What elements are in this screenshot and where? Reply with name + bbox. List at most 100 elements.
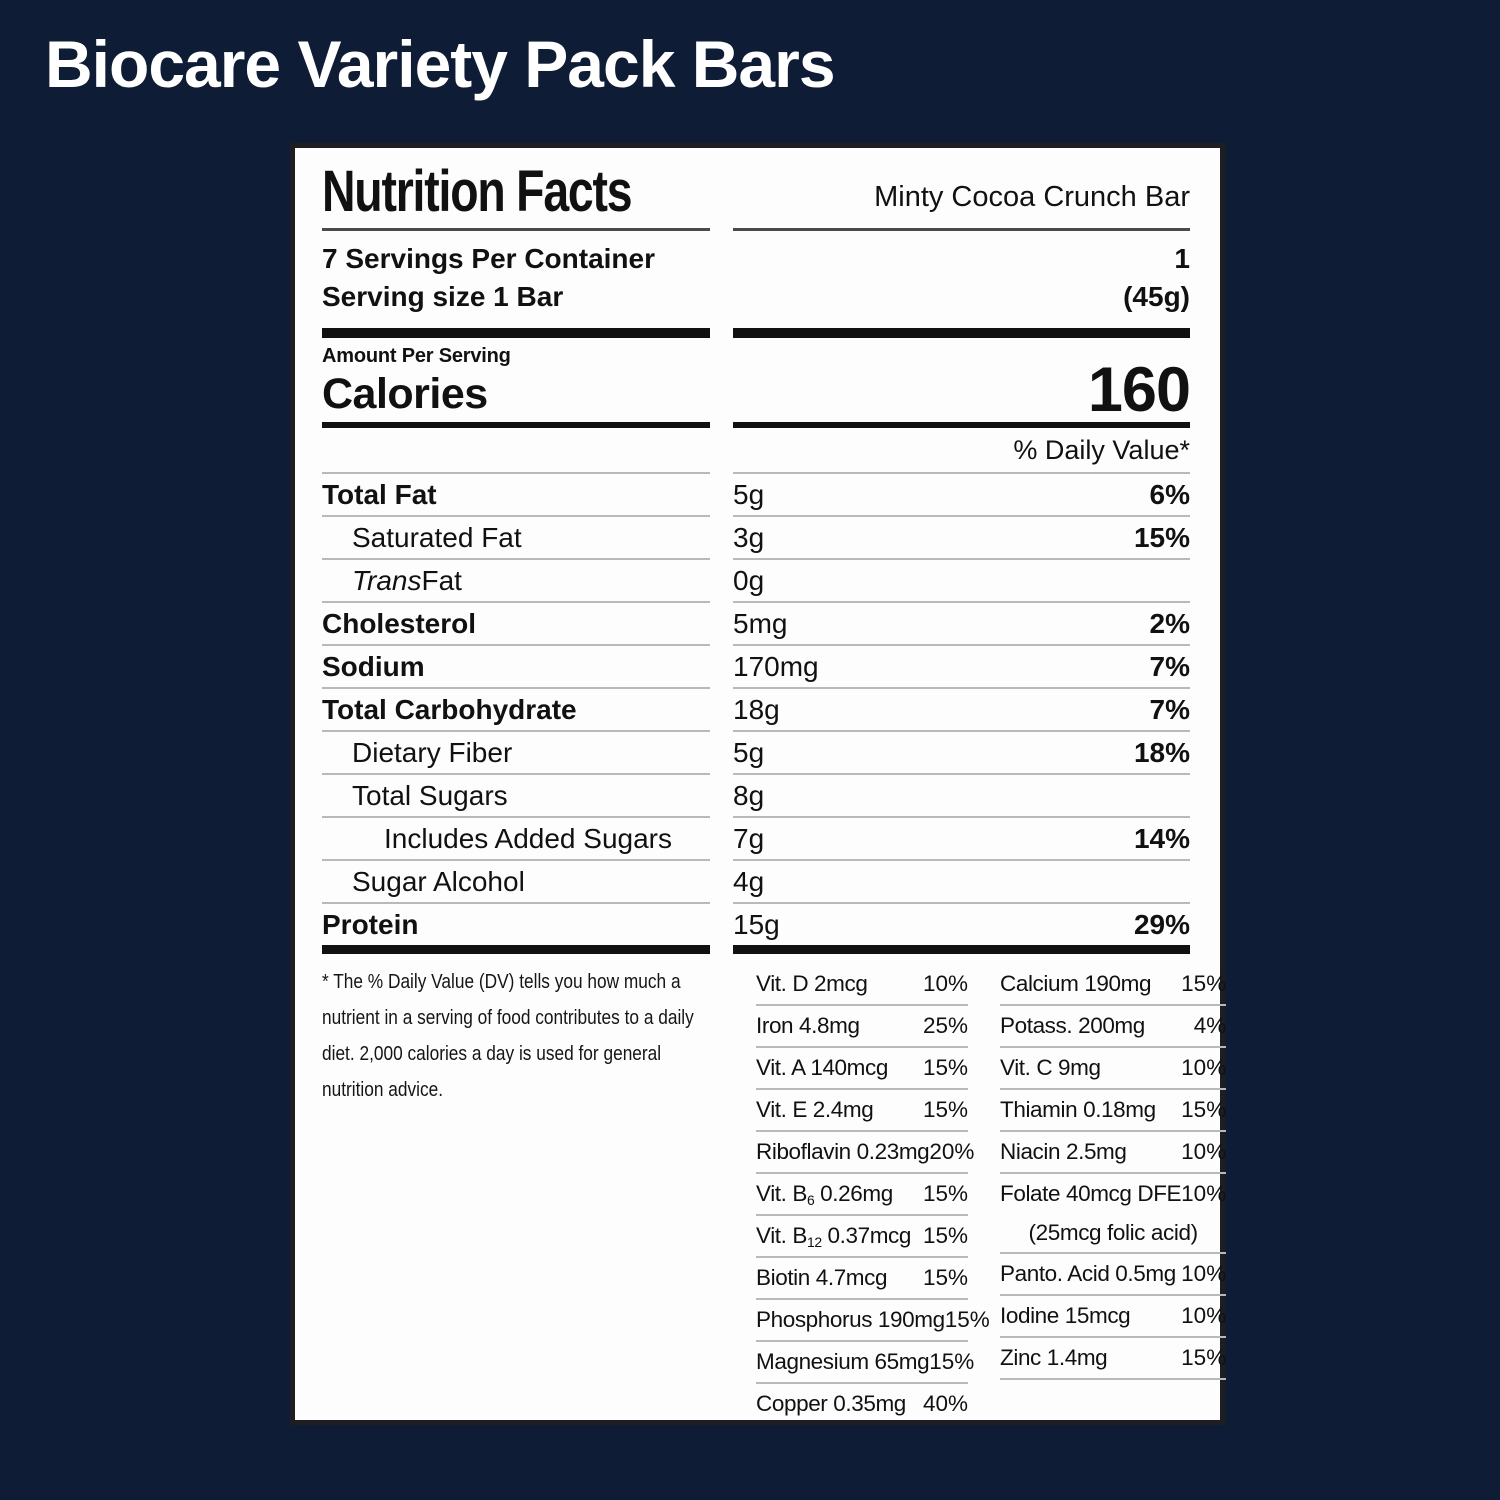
variant-name: Minty Cocoa Crunch Bar: [874, 181, 1190, 213]
micronutrient-dv: 20%: [929, 1139, 975, 1164]
micronutrient-name: Niacin 2.5mg: [1000, 1139, 1127, 1164]
micronutrient-dv: 40%: [922, 1391, 968, 1416]
daily-value-header: % Daily Value*: [1013, 434, 1190, 465]
micronutrient-row-riboflavin: Riboflavin 0.23mg 20%: [756, 1132, 974, 1174]
thick-divider: [322, 328, 1190, 338]
micronutrient-row-biotin: Biotin 4.7mcg 15%: [756, 1258, 968, 1300]
nutrient-name: Saturated Fat: [352, 521, 522, 553]
bottom-section: * The % Daily Value (DV) tells you how m…: [322, 964, 1227, 1424]
nutrient-row-total-fat: Total Fat 5g 6%: [322, 472, 1190, 515]
footnote: * The % Daily Value (DV) tells you how m…: [322, 970, 694, 1101]
nutrient-row-total-carbohydrate: Total Carbohydrate 18g 7%: [322, 687, 1190, 730]
nutrient-name: Total Carbohydrate: [322, 693, 577, 725]
header-divider: [322, 228, 1190, 231]
nutrient-amount: 5mg: [733, 607, 788, 639]
label-title: Nutrition Facts: [322, 159, 633, 224]
micronutrient-name: Iron 4.8mg: [756, 1013, 860, 1038]
nutrient-amount: 4g: [733, 865, 765, 897]
nutrient-name-italic: Trans: [352, 564, 422, 596]
micronutrient-dv: 15%: [1181, 971, 1227, 996]
micronutrient-table: Vit. D 2mcg 10% Iron 4.8mg 25% Vit. A 140m…: [756, 964, 1227, 1424]
micronutrient-dv: 10%: [1181, 1303, 1227, 1328]
micronutrient-dv: 10%: [1181, 1055, 1227, 1080]
nutrient-name: Sodium: [322, 650, 425, 682]
micronutrient-name: Copper 0.35mg: [756, 1391, 906, 1416]
micronutrient-row-vit-d: Vit. D 2mcg 10%: [756, 964, 968, 1006]
micronutrient-row-calcium: Calcium 190mg 15%: [1000, 964, 1227, 1006]
micronutrient-row-vit-b6: Vit. B6 0.26mg 15%: [756, 1174, 968, 1216]
nutrient-name: Sugar Alcohol: [352, 865, 525, 897]
nutrient-row-cholesterol: Cholesterol 5mg 2%: [322, 601, 1190, 644]
nutrient-row-added-sugars: Includes Added Sugars 7g 14%: [322, 816, 1190, 859]
micronutrient-name: Riboflavin 0.23mg: [756, 1139, 930, 1164]
nutrient-name: Includes Added Sugars: [384, 822, 672, 854]
micronutrient-dv: 15%: [1181, 1345, 1227, 1370]
nutrient-amount: 15g: [733, 908, 780, 940]
micronutrient-row-iodine: Iodine 15mcg 10%: [1000, 1296, 1227, 1338]
nutrient-row-saturated-fat: Saturated Fat 3g 15%: [322, 515, 1190, 558]
micronutrient-row-vit-e: Vit. E 2.4mg 15%: [756, 1090, 968, 1132]
nutrient-name: Total Fat: [322, 478, 437, 510]
micronutrient-row-magnesium: Magnesium 65mg 15%: [756, 1342, 974, 1384]
micronutrient-name: Thiamin 0.18mg: [1000, 1097, 1156, 1122]
micronutrient-column-right: Calcium 190mg 15% Potass. 200mg 4% Vit. C …: [1000, 964, 1227, 1424]
micronutrient-name: Iodine 15mcg: [1000, 1303, 1131, 1328]
micronutrient-dv: 4%: [1193, 1013, 1227, 1038]
protein-divider: [322, 945, 1190, 954]
micronutrient-name: Folate 40mcg DFE: [1000, 1181, 1182, 1206]
calories-value: 160: [1087, 355, 1191, 425]
nutrient-row-sodium: Sodium 170mg 7%: [322, 644, 1190, 687]
nutrient-row-sugar-alcohol: Sugar Alcohol 4g: [322, 859, 1190, 902]
nutrition-facts-label: Nutrition Facts Minty Cocoa Crunch Bar 7…: [290, 143, 1227, 1425]
nutrient-dv: 18%: [1133, 736, 1190, 768]
micronutrient-column-left: Vit. D 2mcg 10% Iron 4.8mg 25% Vit. A 140m…: [756, 964, 990, 1424]
micronutrient-dv: 10%: [922, 971, 968, 996]
nutrient-dv: 7%: [1149, 650, 1190, 682]
nutrient-amount: 170mg: [733, 650, 819, 682]
micronutrient-name: Zinc 1.4mg: [1000, 1345, 1108, 1370]
micronutrient-name: Vit. B12 0.37mcg: [756, 1222, 912, 1250]
nutrient-dv: 7%: [1149, 693, 1190, 725]
micronutrient-name: Phosphorus 190mg: [756, 1307, 945, 1332]
micronutrient-row-thiamin: Thiamin 0.18mg 15%: [1000, 1090, 1227, 1132]
micronutrient-row-vit-c: Vit. C 9mg 10%: [1000, 1048, 1227, 1090]
servings-per-container: 7 Servings Per Container: [322, 243, 656, 274]
micronutrient-row-vit-a: Vit. A 140mcg 15%: [756, 1048, 968, 1090]
serving-info: 7 Servings Per Container Serving size 1 …: [322, 240, 1190, 316]
nutrient-name: Total Sugars: [352, 779, 508, 811]
micronutrient-name: Vit. D 2mcg: [756, 971, 868, 996]
micronutrient-name: Vit. E 2.4mg: [756, 1097, 874, 1122]
micronutrient-row-iron: Iron 4.8mg 25%: [756, 1006, 968, 1048]
micronutrient-dv: 25%: [922, 1013, 968, 1038]
micronutrient-name: Vit. B6 0.26mg: [756, 1180, 893, 1208]
nutrient-amount: 7g: [733, 822, 765, 854]
calories-divider: [322, 422, 1190, 428]
nutrient-dv: 6%: [1149, 478, 1190, 510]
micronutrient-dv: 15%: [1181, 1097, 1227, 1122]
micronutrient-row-vit-b12: Vit. B12 0.37mcg 15%: [756, 1216, 968, 1258]
nutrient-amount: 5g: [733, 736, 765, 768]
daily-value-header-row: % Daily Value*: [322, 428, 1190, 472]
nutrient-amount: 8g: [733, 779, 765, 811]
nutrient-dv: 29%: [1133, 908, 1190, 940]
micronutrient-note: (25mcg folic acid): [1028, 1220, 1199, 1245]
page-title: Biocare Variety Pack Bars: [45, 27, 836, 101]
nutrient-row-trans-fat: Trans Fat 0g: [322, 558, 1190, 601]
micronutrient-dv: 10%: [1181, 1261, 1227, 1286]
nutrient-name: Dietary Fiber: [352, 736, 513, 768]
calories-label: Calories: [322, 370, 488, 418]
servings-value: 1: [1174, 243, 1190, 274]
micronutrient-name: Panto. Acid 0.5mg: [1000, 1261, 1176, 1286]
amount-per-serving-label: Amount Per Serving: [322, 345, 511, 367]
nutrient-dv: 14%: [1133, 822, 1190, 854]
micronutrient-dv: 15%: [929, 1349, 975, 1374]
serving-weight: (45g): [1123, 281, 1190, 312]
micronutrient-row-potassium: Potass. 200mg 4%: [1000, 1006, 1227, 1048]
micronutrient-name: Vit. C 9mg: [1000, 1055, 1101, 1080]
micronutrient-row-copper: Copper 0.35mg 40%: [756, 1384, 968, 1424]
micronutrient-row-zinc: Zinc 1.4mg 15%: [1000, 1338, 1227, 1380]
micronutrient-row-niacin: Niacin 2.5mg 10%: [1000, 1132, 1227, 1174]
nutrient-row-total-sugars: Total Sugars 8g: [322, 773, 1190, 816]
micronutrient-dv: 15%: [922, 1181, 968, 1206]
calories-section: Amount Per Serving Calories 160: [322, 345, 1191, 425]
